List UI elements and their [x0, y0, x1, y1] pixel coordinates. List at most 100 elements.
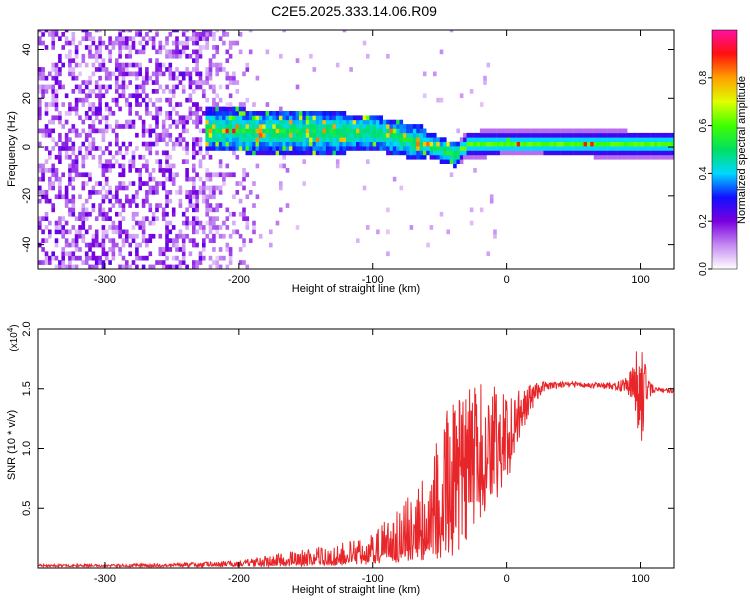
spectrogram-cell [637, 137, 641, 142]
spectrogram-cell [61, 102, 65, 107]
spectrogram-cell [128, 62, 132, 68]
spectrogram-cell [168, 32, 173, 37]
spectrogram-cell [302, 150, 306, 156]
spectrogram-cell [302, 132, 306, 138]
spectrogram-cell [64, 93, 69, 99]
snr-line-group [38, 351, 674, 568]
spectrogram-cell [238, 233, 243, 239]
spectrogram-cell [269, 119, 273, 125]
spectrogram-cell [135, 102, 139, 107]
spectrogram-cell [553, 146, 558, 151]
spectrogram-cell [640, 141, 645, 147]
spectrogram-cell [245, 146, 250, 151]
spectrogram-cell [104, 146, 109, 151]
spectrogram-cell [205, 220, 209, 226]
spectrogram-cell [238, 211, 243, 217]
spectrogram-cell [647, 154, 651, 160]
spectrogram-cell [51, 181, 55, 186]
spectrogram-cell [108, 53, 112, 59]
spectrogram-cell [104, 128, 109, 134]
spectrogram-cell [138, 30, 142, 33]
spectrogram-cell [583, 128, 588, 134]
spectrogram-cell [91, 36, 96, 41]
spectrogram-cell [141, 45, 146, 50]
spectrogram-cell [168, 238, 173, 243]
spectrogram-cell [98, 62, 102, 68]
spectrogram-cell [202, 128, 206, 134]
spectrogram-cell [282, 146, 286, 151]
spectrogram-cell [382, 128, 387, 134]
spectrogram-cell [228, 106, 233, 112]
spectrogram-cell [620, 132, 624, 138]
spectrogram-cell [215, 49, 219, 55]
spectrogram-cell [138, 168, 142, 173]
spectrogram-cell [670, 141, 674, 147]
spectrogram-cell [135, 211, 139, 217]
spectrogram-cell [272, 115, 276, 121]
spectrogram-cell [118, 32, 122, 37]
spectrogram-cell [222, 181, 226, 186]
spectrogram-cell [155, 115, 159, 121]
spectrogram-cell [135, 190, 139, 195]
spectrogram-cell [54, 176, 59, 182]
spectrogram-cell [366, 225, 370, 230]
spectrogram-cell [252, 124, 256, 129]
spectrogram-cell [88, 80, 92, 85]
spectrogram-cell [91, 264, 96, 269]
spectrogram-cell [489, 128, 494, 134]
spectrogram-cell [198, 119, 203, 125]
spectrogram-cell [530, 137, 534, 142]
spectrogram-cell [195, 190, 199, 195]
spectrogram-cell [101, 225, 106, 230]
spectrogram-cell [118, 150, 122, 156]
spectrogram-cell [667, 150, 671, 156]
spectrogram-cell [98, 97, 102, 103]
spectrogram-cell [44, 255, 49, 261]
spectrogram-cell [245, 62, 250, 68]
spectrogram-cell [329, 137, 333, 142]
spectrogram-cell [449, 150, 454, 156]
spectrogram-cell [141, 128, 146, 134]
spectrogram-cell [479, 128, 484, 134]
spectrogram-cell [168, 115, 173, 121]
spectrogram-cell [108, 190, 112, 195]
spectrogram-cell [225, 225, 230, 230]
spectrogram-cell [161, 137, 166, 142]
spectrogram-cell [54, 30, 59, 33]
spectrogram-cell [195, 260, 199, 265]
spectrogram-cell [258, 124, 263, 129]
spectrogram-cell [195, 67, 199, 72]
spectrogram-cell [212, 84, 216, 90]
spectrogram-cell [617, 146, 621, 151]
chart-title: C2E5.2025.333.14.06.R09 [271, 3, 437, 19]
spectrogram-cell [68, 198, 72, 204]
spectrogram-cell [573, 150, 578, 156]
spectrogram-cell [285, 168, 290, 173]
spectrogram-cell [104, 194, 109, 200]
spectrogram-cell [590, 146, 594, 151]
spectrogram-cell [289, 141, 293, 147]
spectrogram-cell [550, 128, 554, 134]
spectrogram-cell [212, 247, 216, 252]
spectrogram-cell [232, 146, 236, 151]
spectrogram-cell [125, 146, 129, 151]
spectrogram-cell [496, 141, 501, 147]
spectrogram-cell [469, 154, 474, 160]
spectrogram-cell [570, 146, 574, 151]
spectrogram-cell [305, 124, 310, 129]
spectrogram-cell [202, 89, 206, 94]
spectrogram-cell [653, 154, 658, 160]
spectrogram-cell [121, 93, 126, 99]
spectrogram-cell [128, 71, 132, 77]
spectrogram-cell [279, 111, 283, 116]
spectrogram-cell [48, 260, 52, 265]
spectrogram-cell [171, 141, 176, 147]
spectrogram-cell [255, 119, 260, 125]
spectrogram-cell [335, 163, 340, 169]
spectrogram-cell [389, 119, 394, 125]
spectrogram-cell [145, 163, 149, 169]
spectrogram-cell [94, 128, 99, 134]
spectrogram-cell [151, 216, 156, 221]
spectrogram-cell [536, 150, 541, 156]
spectrogram-cell [74, 163, 79, 169]
